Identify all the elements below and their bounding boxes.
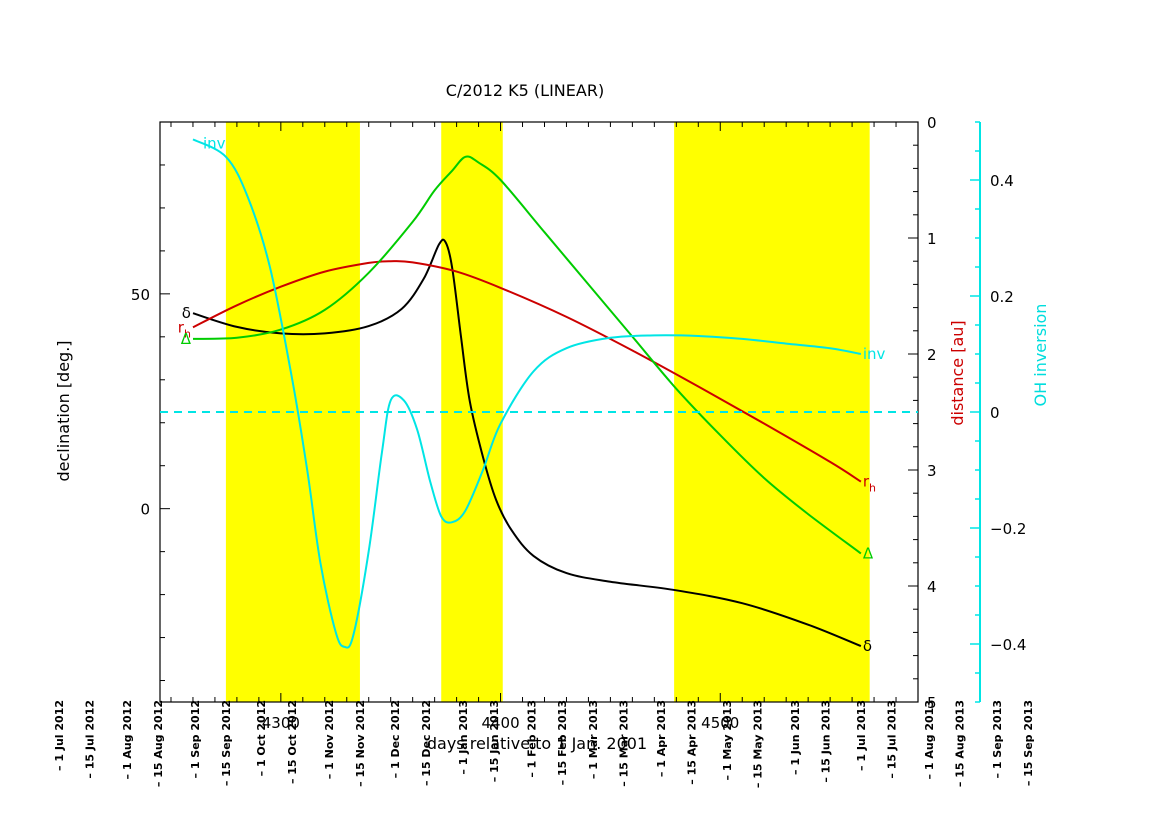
date-label: – 1 Feb 2013 (525, 700, 538, 778)
series-end-label: inv (203, 134, 226, 152)
date-label: – 1 Aug 2013 (923, 700, 936, 779)
x-axis-label: days relative to 1 Jan. 2001 (427, 734, 647, 753)
date-label: – 1 Sep 2012 (189, 700, 202, 779)
date-label: – 1 Oct 2012 (255, 700, 268, 776)
observation-band-3 (674, 122, 870, 702)
date-label: – 15 Jul 2012 (84, 700, 97, 779)
date-label: – 1 Sep 2013 (991, 700, 1004, 779)
series-end-label: δ (182, 304, 191, 322)
y2-tick-label: 4 (927, 578, 937, 596)
date-label: – 15 Aug 2012 (152, 700, 165, 787)
y2-tick-label: 0 (927, 114, 937, 132)
date-label: – 15 May 2013 (752, 700, 765, 788)
date-label: – 15 Sep 2013 (1022, 700, 1035, 786)
series-end-label: Δ (863, 545, 874, 563)
date-label: – 15 Sep 2012 (220, 700, 233, 786)
chart-title: C/2012 K5 (LINEAR) (446, 81, 604, 100)
y2-tick-label: 2 (927, 346, 937, 364)
y3-tick-label: −0.4 (990, 636, 1026, 654)
series-end-label: δ (863, 637, 872, 655)
y3-tick-label: 0.2 (990, 288, 1014, 306)
date-label: – 1 Jun 2013 (789, 700, 802, 775)
y-tick-label: 50 (131, 286, 150, 304)
x-tick-label: 4500 (701, 714, 739, 732)
date-label: – 1 Jan 2013 (457, 700, 470, 775)
y3-tick-label: 0.4 (990, 172, 1014, 190)
date-label: – 15 Jun 2013 (820, 700, 833, 783)
date-label: – 1 Apr 2013 (655, 700, 668, 777)
observation-bands (225, 122, 870, 702)
date-label: – 15 Apr 2013 (686, 700, 699, 785)
date-label: – 1 Nov 2012 (323, 700, 336, 779)
series-line-delta (192, 238, 862, 648)
date-label: – 15 Nov 2012 (354, 700, 367, 787)
y3-axis-label: OH inversion (1031, 304, 1050, 407)
date-label: – 15 Mar 2013 (618, 700, 631, 787)
y3-tick-label: −0.2 (990, 520, 1026, 538)
date-label: – 15 Jul 2013 (886, 700, 899, 779)
x-tick-label: 4400 (481, 714, 519, 732)
axes: 4300 4400 4500 0 50 0 1 2 3 4 5 −0.4 −0.2 0 0.2 0.4 (131, 114, 1027, 732)
date-labels: – 1 Jul 2012 – 15 Jul 2012 – 1 Aug 2012 – 1… (53, 700, 1035, 788)
date-label: – 1 Jul 2012 (53, 700, 66, 771)
date-label: – 1 Aug 2012 (121, 700, 134, 779)
date-label: – 15 Jan 2013 (488, 700, 501, 782)
date-label: – 15 Dec 2012 (420, 700, 433, 786)
series-line-delta (192, 155, 862, 555)
series-line-rh (192, 260, 862, 483)
y-tick-label: 0 (140, 501, 150, 519)
y2-tick-label: 3 (927, 462, 937, 480)
x-tick-label: 4300 (262, 714, 300, 732)
date-label: – 1 Jul 2013 (855, 700, 868, 771)
date-label: – 15 Aug 2013 (954, 700, 967, 787)
date-label: – 1 May 2013 (721, 700, 734, 780)
y2-tick-label: 5 (927, 694, 937, 712)
y2-axis-label: distance [au] (948, 320, 967, 425)
y-axis-label: declination [deg.] (54, 340, 73, 481)
date-label: – 1 Dec 2012 (389, 700, 402, 778)
date-label: – 15 Feb 2013 (556, 700, 569, 785)
y2-tick-label: 1 (927, 230, 937, 248)
y3-tick-label: 0 (990, 404, 1000, 422)
date-label: – 15 Oct 2012 (286, 700, 299, 784)
series-end-label: inv (863, 345, 886, 363)
date-label: – 1 Mar 2013 (587, 700, 600, 779)
series-end-label: Δ (181, 330, 192, 348)
series-line-inv (192, 138, 862, 649)
